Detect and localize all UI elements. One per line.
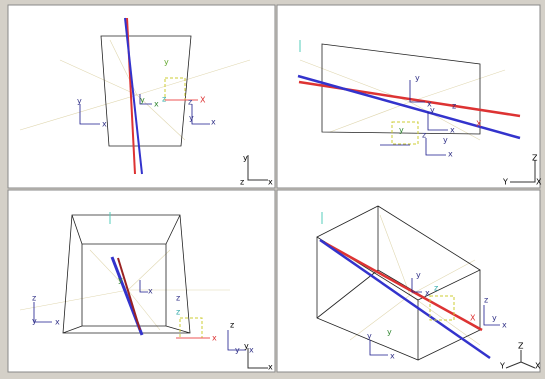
gizmo-label: z: [484, 296, 488, 305]
viewport-bottom-left[interactable]: z y x z y x x z y x z y x: [8, 190, 275, 372]
axis-label: Z: [532, 154, 538, 163]
gizmo-label: x: [249, 346, 254, 355]
gizmo-label: x: [502, 321, 507, 330]
viewport-frame: [277, 190, 540, 372]
axis-label: X: [535, 362, 541, 371]
gizmo-label: x: [55, 318, 60, 327]
axis-label: z: [230, 321, 234, 330]
gizmo-label: y: [164, 58, 169, 67]
gizmo-label: y: [387, 328, 392, 337]
gizmo-label: x: [390, 352, 395, 361]
viewport-frame: [277, 5, 540, 188]
gizmo-label: x: [154, 100, 159, 109]
gizmo-label: x: [211, 118, 216, 127]
gizmo-label: z: [452, 102, 456, 111]
gizmo-label: y: [415, 74, 420, 83]
gizmo-label: y: [235, 346, 240, 355]
gizmo-label: y: [189, 114, 194, 123]
gizmo-label: y: [443, 136, 448, 145]
gizmo-label: z: [32, 294, 36, 303]
gizmo-label: y: [367, 332, 372, 341]
axis-label: Y: [502, 178, 508, 187]
axis-label: Z: [518, 342, 524, 351]
axis-label: X: [536, 178, 542, 187]
gizmo-label: z: [422, 131, 426, 140]
viewport-top-right[interactable]: Z Y X y y x z x z y x X y: [277, 5, 542, 188]
gizmo-label: y: [77, 97, 82, 106]
viewport-grid: y z x y x y x z y X z y x Z Y X y y x z …: [0, 0, 545, 379]
gizmo-label: z: [162, 95, 166, 104]
gizmo-label: z: [176, 308, 180, 317]
gizmo-label: x: [212, 334, 217, 343]
gizmo-label: x: [148, 287, 153, 296]
gizmo-label: y: [492, 314, 497, 323]
gizmo-label: z: [188, 98, 192, 107]
axis-label: x: [268, 178, 273, 187]
axis-label: Y: [499, 362, 505, 371]
axis-label: z: [240, 178, 244, 187]
viewport-bottom-right[interactable]: Z Y X y y z x X y x z y x: [277, 190, 541, 372]
gizmo-label: X: [470, 314, 476, 323]
gizmo-label: x: [425, 289, 430, 298]
gizmo-label: z: [176, 294, 180, 303]
gizmo-label: y: [32, 317, 37, 326]
gizmo-label: y: [416, 271, 421, 280]
gizmo-label: y: [399, 126, 404, 135]
gizmo-label: x: [448, 150, 453, 159]
gizmo-label: X: [476, 120, 482, 129]
axis-label: x: [268, 363, 273, 372]
gizmo-label: y: [118, 276, 123, 285]
axis-label: y: [243, 154, 248, 163]
gizmo-label: X: [200, 96, 206, 105]
gizmo-label: x: [102, 120, 107, 129]
viewport-top-left[interactable]: y z x y x y x z y X z y x: [8, 5, 275, 188]
gizmo-label: x: [450, 126, 455, 135]
gizmo-label: z: [434, 284, 438, 293]
gizmo-label: y: [140, 96, 145, 105]
gizmo-label: x: [427, 100, 432, 109]
